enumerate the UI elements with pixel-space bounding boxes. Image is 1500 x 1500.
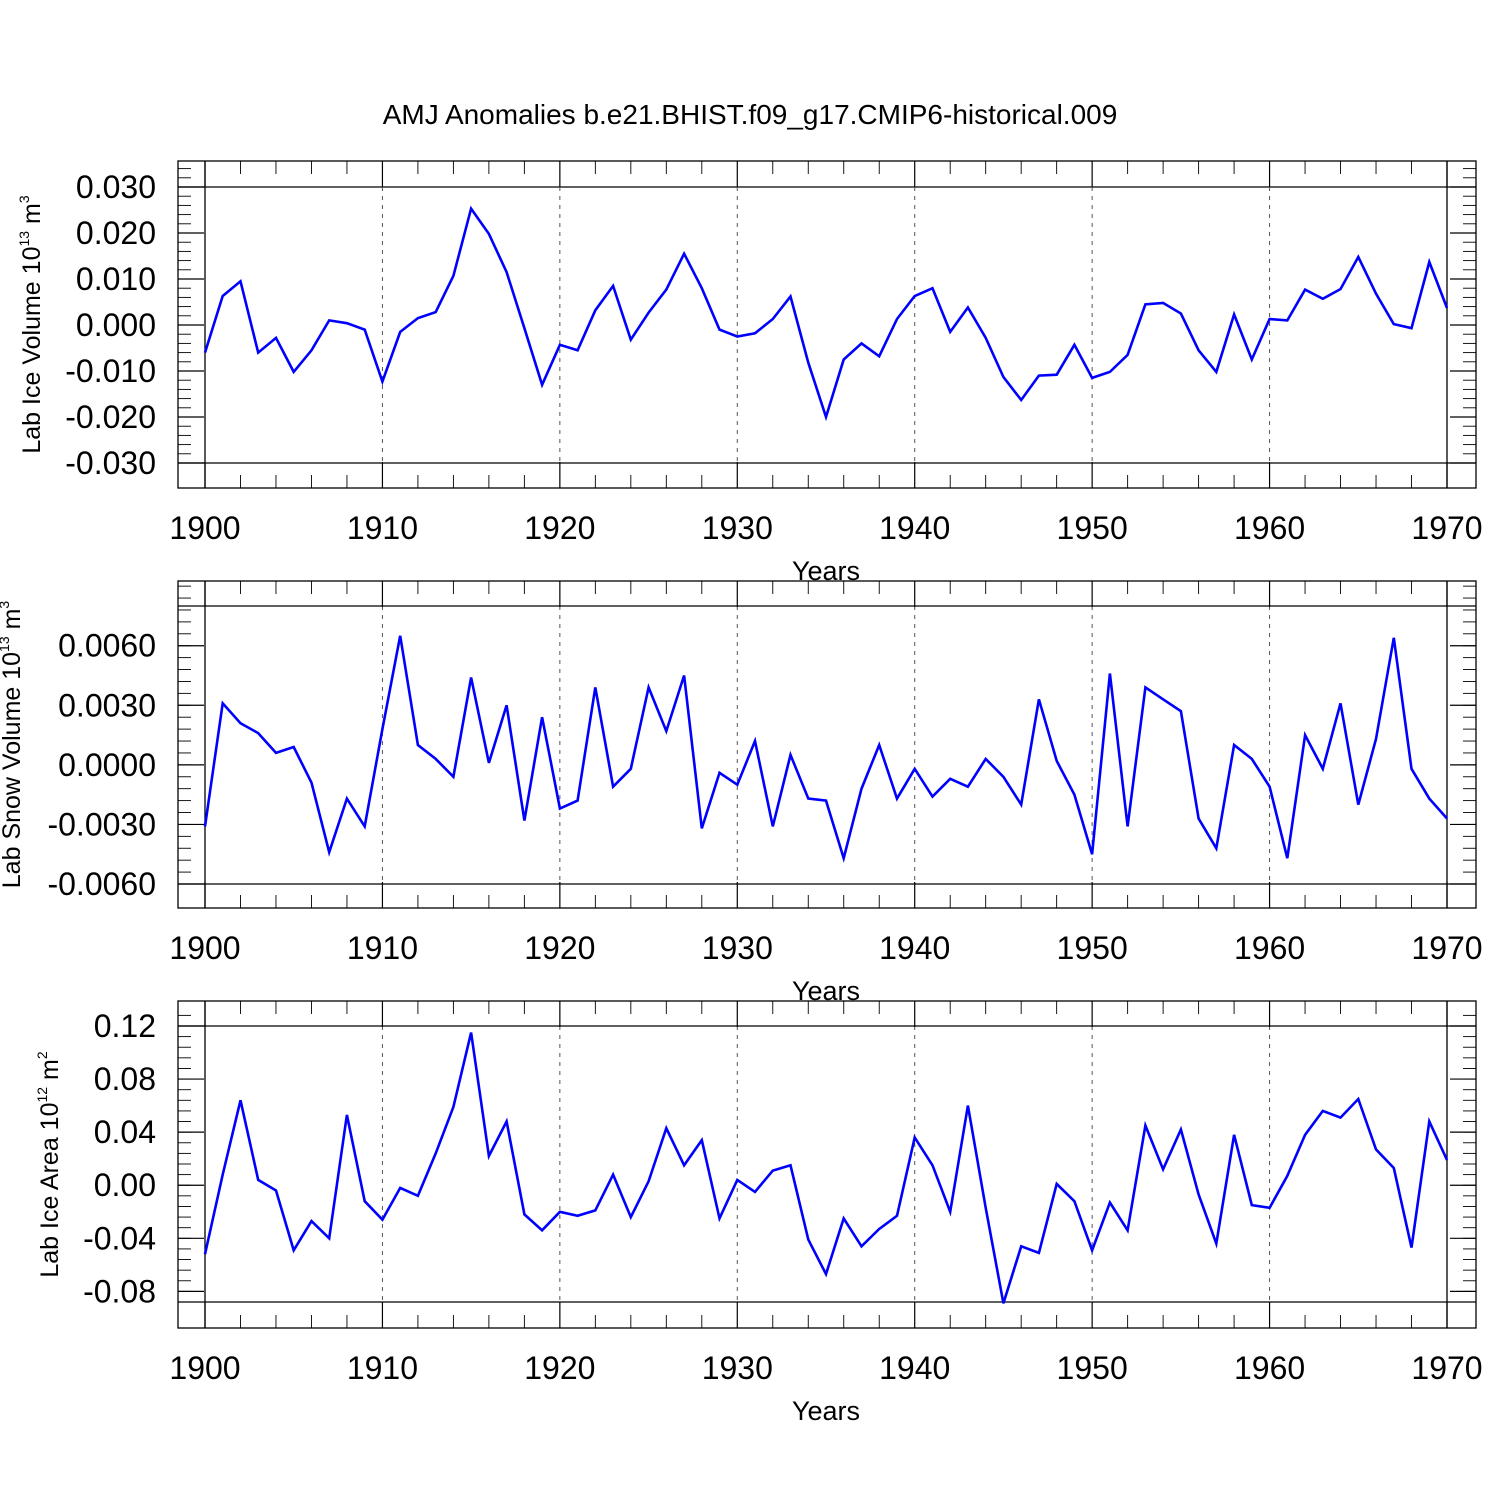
y-tick-label: -0.010 [65,353,156,389]
y-tick-label: -0.08 [83,1273,156,1309]
x-tick-label: 1930 [702,930,773,966]
panels: -0.030 -0.020 -0.010 0.000 0.010 0.020 0.030 19… [0,160,1483,1426]
x-tick-label: 1930 [702,1350,773,1386]
x-tick-label: 1970 [1411,930,1482,966]
x-tick-label: 1910 [347,510,418,546]
y-tick-label: -0.020 [65,399,156,435]
x-tick-label: 1950 [1057,1350,1128,1386]
y-tick-label: 0.0030 [58,687,156,723]
x-tick-label: 1900 [169,930,240,966]
y-tick-label: 0.020 [76,215,156,251]
y-tick-label: 0.04 [94,1114,156,1150]
x-tick-label: 1910 [347,930,418,966]
y-tick-label: -0.04 [83,1220,156,1256]
y-tick-label: 0.000 [76,307,156,343]
x-tick-label: 1950 [1057,510,1128,546]
plot-frame [177,1000,1477,1329]
y-tick-label: -0.0030 [47,806,156,842]
y-tick-label: 0.030 [76,169,156,205]
y-tick-label: 0.0000 [58,747,156,783]
series-line [203,205,1449,422]
figure-title: AMJ Anomalies b.e21.BHIST.f09_g17.CMIP6-… [383,99,1118,130]
plot-frame [177,160,1477,489]
x-tick-label: 1940 [879,1350,950,1386]
y-axis-label: Lab Ice Volume 1013 m3 [16,195,46,453]
x-tick-label: 1960 [1234,510,1305,546]
panel-1: -0.030 -0.020 -0.010 0.000 0.010 0.020 0.030 19… [16,160,1483,586]
x-tick-label: 1960 [1234,930,1305,966]
x-tick-label: 1970 [1411,510,1482,546]
y-tick-label: 0.00 [94,1167,156,1203]
panel-2: -0.0060 -0.0030 0.0000 0.0030 0.0060 1900 1910… [0,580,1483,1006]
y-tick-label: -0.030 [65,445,156,481]
series-line [203,635,1448,863]
x-tick-label: 1920 [524,510,595,546]
panel-3: -0.08 -0.04 0.00 0.04 0.08 0.12 1900 1910 1920 19… [34,1000,1483,1426]
y-tick-label: 0.12 [94,1008,156,1044]
x-tick-label: 1950 [1057,930,1128,966]
y-tick-label: 0.0060 [58,628,156,664]
x-tick-label: 1920 [524,930,595,966]
series-line [203,1032,1449,1304]
y-tick-label: 0.08 [94,1061,156,1097]
x-tick-label: 1930 [702,510,773,546]
plot-frame [177,580,1477,909]
x-axis-label: Years [792,1396,860,1426]
x-tick-label: 1960 [1234,1350,1305,1386]
x-tick-label: 1940 [879,510,950,546]
x-tick-label: 1970 [1411,1350,1482,1386]
y-tick-label: -0.0060 [47,866,156,902]
x-tick-label: 1910 [347,1350,418,1386]
y-axis-label: Lab Ice Area 1012 m2 [34,1051,64,1278]
x-tick-label: 1940 [879,930,950,966]
y-tick-label: 0.010 [76,261,156,297]
x-tick-label: 1900 [169,510,240,546]
y-axis-label: Lab Snow Volume 1013 m3 [0,601,26,889]
x-tick-label: 1920 [524,1350,595,1386]
x-tick-label: 1900 [169,1350,240,1386]
